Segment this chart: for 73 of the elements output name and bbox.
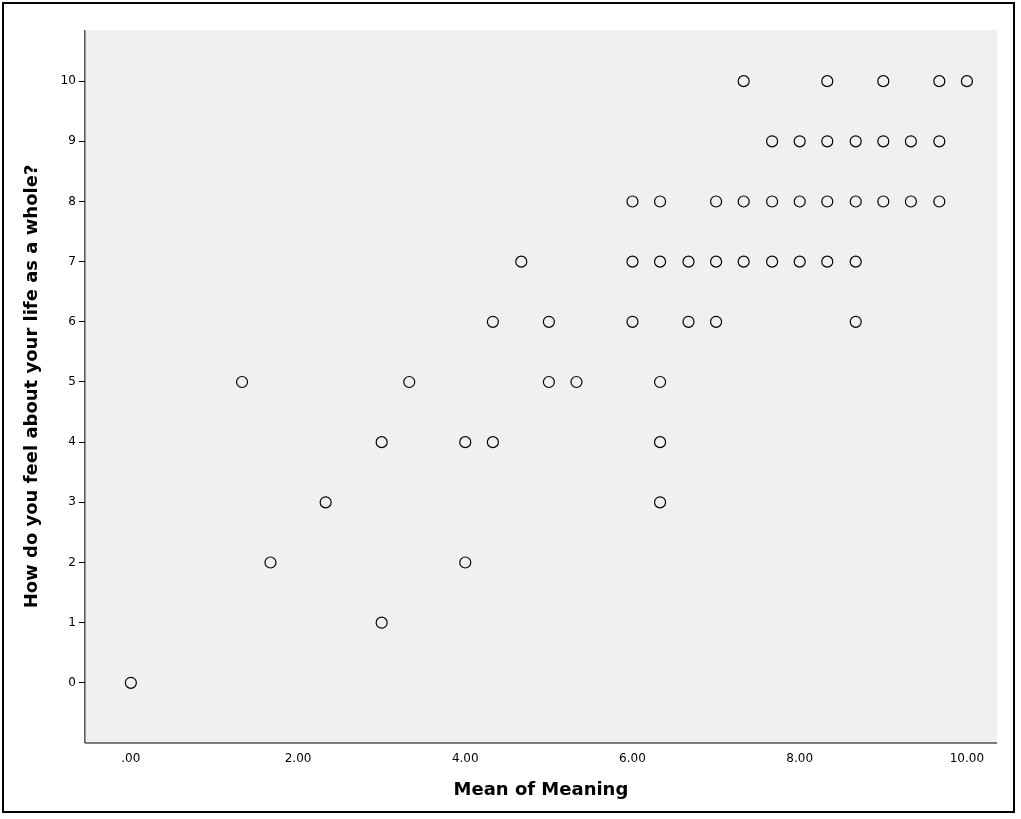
y-tick-label: 1 bbox=[68, 614, 76, 629]
y-axis-title: How do you feel about your life as a whole? bbox=[20, 164, 42, 609]
x-tick-label: 2.00 bbox=[284, 751, 312, 766]
point bbox=[486, 436, 499, 449]
point bbox=[653, 255, 667, 268]
point bbox=[570, 375, 583, 389]
point bbox=[793, 135, 806, 148]
point bbox=[709, 255, 723, 268]
point bbox=[709, 195, 723, 208]
point bbox=[486, 315, 499, 328]
point bbox=[626, 315, 639, 328]
y-tick-label: 7 bbox=[68, 253, 76, 268]
point bbox=[403, 375, 416, 389]
point bbox=[933, 135, 946, 148]
point bbox=[877, 75, 890, 88]
x-tick-label: 6.00 bbox=[619, 751, 646, 766]
y-tick-label: 6 bbox=[68, 313, 76, 328]
point bbox=[709, 315, 723, 328]
point bbox=[766, 195, 779, 208]
point bbox=[375, 436, 388, 449]
x-tick-label: 8.00 bbox=[786, 751, 814, 766]
point bbox=[793, 255, 806, 268]
x-tick-label: 4.00 bbox=[451, 751, 479, 766]
y-tick-label: 3 bbox=[68, 494, 76, 509]
y-tick-label: 9 bbox=[68, 133, 76, 148]
point bbox=[235, 375, 249, 389]
point bbox=[933, 75, 946, 88]
point bbox=[515, 255, 528, 268]
x-tick-label: .00 bbox=[121, 751, 141, 766]
point bbox=[766, 255, 779, 268]
point bbox=[849, 315, 862, 328]
point bbox=[319, 496, 332, 509]
point bbox=[877, 135, 890, 148]
point bbox=[542, 315, 555, 328]
point bbox=[653, 436, 667, 449]
point bbox=[459, 556, 472, 569]
point bbox=[877, 195, 890, 208]
point bbox=[626, 195, 639, 208]
y-tick-label: 8 bbox=[68, 193, 76, 208]
point bbox=[653, 375, 667, 389]
point bbox=[737, 195, 750, 208]
point bbox=[766, 135, 779, 148]
y-tick-label: 0 bbox=[68, 674, 76, 689]
y-tick-label: 5 bbox=[68, 374, 76, 389]
point bbox=[737, 75, 750, 88]
point bbox=[124, 676, 137, 689]
point bbox=[821, 135, 834, 148]
point bbox=[682, 255, 695, 268]
point bbox=[821, 255, 834, 268]
point bbox=[459, 436, 472, 449]
point bbox=[849, 135, 862, 148]
y-tick-label: 10 bbox=[60, 73, 76, 88]
point bbox=[933, 195, 946, 208]
point bbox=[821, 75, 834, 88]
point bbox=[626, 255, 639, 268]
y-tick-label: 2 bbox=[68, 554, 76, 569]
x-tick-label: 10.00 bbox=[949, 751, 985, 766]
point bbox=[653, 496, 667, 509]
x-axis-title: Mean of Meaning bbox=[453, 777, 629, 799]
point bbox=[264, 556, 277, 569]
point bbox=[821, 195, 834, 208]
point bbox=[849, 255, 862, 268]
point bbox=[375, 616, 388, 629]
point bbox=[682, 315, 695, 328]
point bbox=[849, 195, 862, 208]
y-tick-label: 4 bbox=[68, 434, 76, 449]
point bbox=[542, 375, 555, 389]
point bbox=[904, 135, 917, 148]
point bbox=[737, 255, 750, 268]
point bbox=[793, 195, 806, 208]
point bbox=[904, 195, 917, 208]
point bbox=[960, 75, 973, 88]
point bbox=[653, 195, 667, 208]
